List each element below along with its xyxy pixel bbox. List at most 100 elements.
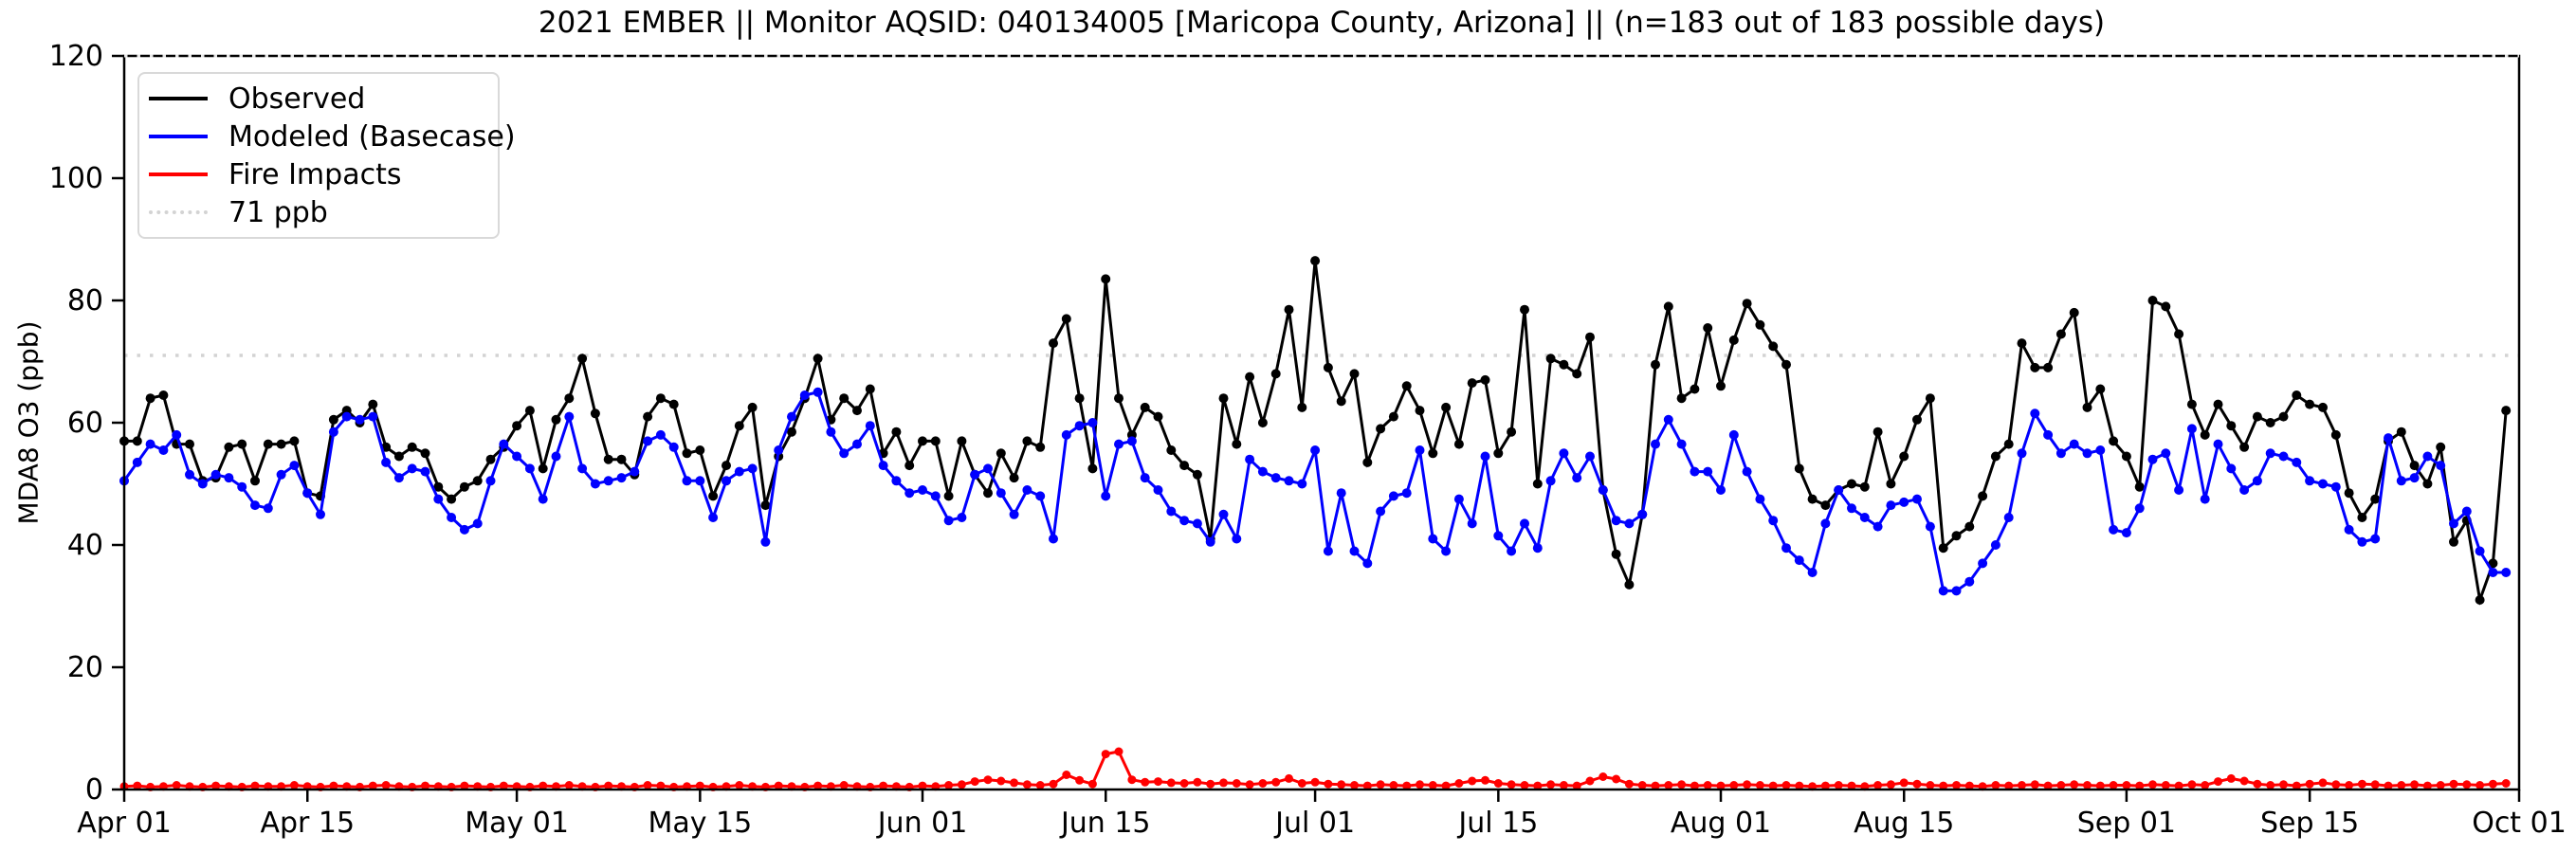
observed-series-marker xyxy=(983,488,993,499)
modeled-series-marker xyxy=(1126,436,1137,446)
modeled-series-marker xyxy=(2030,408,2040,419)
fire-impacts-series-marker xyxy=(918,781,927,790)
observed-series-marker xyxy=(1376,424,1386,434)
fire-impacts-series-marker xyxy=(1493,779,1503,788)
modeled-series-marker xyxy=(2174,485,2184,495)
legend-label-modeled: Modeled (Basecase) xyxy=(228,119,516,154)
modeled-series-marker xyxy=(1585,451,1595,462)
observed-series-marker xyxy=(1676,393,1687,404)
modeled-series-marker xyxy=(132,457,142,467)
x-tick-label: Aug 15 xyxy=(1854,807,1954,840)
modeled-series-marker xyxy=(1441,546,1452,556)
observed-series-marker xyxy=(1520,304,1529,315)
fire-impacts-series-marker xyxy=(329,781,338,790)
modeled-series-marker xyxy=(878,461,888,471)
observed-series-marker xyxy=(668,399,679,409)
modeled-series-marker xyxy=(2252,476,2262,486)
modeled-series-marker xyxy=(524,463,535,474)
y-tick-label: 100 xyxy=(49,162,103,195)
modeled-series-marker xyxy=(2449,518,2458,529)
observed-series-line xyxy=(124,260,2508,606)
observed-series-marker xyxy=(1716,381,1726,391)
fire-impacts-series-marker xyxy=(1022,780,1032,789)
modeled-series-marker xyxy=(1297,479,1307,489)
fire-impacts-series-marker xyxy=(1743,780,1752,789)
fire-impacts-series-marker xyxy=(1114,747,1124,756)
modeled-series-marker xyxy=(1480,451,1490,462)
legend-item-threshold: 71 ppb xyxy=(139,193,498,231)
threshold-line-sample-icon xyxy=(149,210,208,214)
observed-series-marker xyxy=(2055,329,2066,339)
fire-impacts-series-marker xyxy=(1507,780,1516,789)
modeled-series-marker xyxy=(485,476,496,486)
observed-series-marker xyxy=(1859,481,1870,492)
observed-series-marker xyxy=(1781,359,1791,370)
observed-series-marker xyxy=(1035,442,1046,452)
modeled-series-marker xyxy=(760,536,771,547)
observed-series-marker xyxy=(1336,396,1346,407)
observed-series-marker xyxy=(1755,319,1765,330)
modeled-series-marker xyxy=(1768,516,1779,526)
observed-series-marker xyxy=(1794,463,1804,474)
observed-series xyxy=(119,256,2512,606)
modeled-series-marker xyxy=(734,466,744,477)
observed-series-marker xyxy=(1388,411,1398,422)
observed-series-marker xyxy=(289,436,300,446)
modeled-line-sample-icon xyxy=(149,135,208,138)
fire-impacts-series-marker xyxy=(1062,771,1071,779)
fire-impacts-series-marker xyxy=(1337,780,1346,789)
modeled-series-marker xyxy=(1257,466,1268,477)
modeled-series-marker xyxy=(2213,439,2223,449)
modeled-series-marker xyxy=(2436,461,2446,471)
observed-series-marker xyxy=(1009,473,1019,483)
fire-impacts-series-marker xyxy=(1402,781,1412,790)
fire-impacts-series-marker xyxy=(2148,780,2157,789)
modeled-series-marker xyxy=(826,426,836,437)
modeled-series xyxy=(119,387,2512,596)
modeled-series-marker xyxy=(1807,568,1818,577)
modeled-series-marker xyxy=(1742,466,1752,477)
fire-impacts-series-marker xyxy=(1899,778,1909,788)
y-tick-label: 40 xyxy=(67,529,103,562)
modeled-series-marker xyxy=(1964,576,1975,587)
observed-series-marker xyxy=(616,454,627,464)
observed-series-marker xyxy=(760,500,771,511)
observed-series-marker xyxy=(1049,338,1058,349)
legend-label-threshold: 71 ppb xyxy=(228,195,328,229)
fire-impacts-series-marker xyxy=(289,781,299,789)
fire-impacts-series-marker xyxy=(1389,781,1398,789)
modeled-series-marker xyxy=(1663,414,1673,425)
fire-impacts-series-marker xyxy=(1939,781,1948,790)
fire-impacts-series-marker xyxy=(1703,781,1712,789)
modeled-series-marker xyxy=(852,439,862,449)
modeled-series-marker xyxy=(1507,546,1517,556)
modeled-series-marker xyxy=(341,411,352,422)
fire-impacts-series-marker xyxy=(944,781,954,789)
observed-series-marker xyxy=(1415,406,1425,416)
observed-series-marker xyxy=(1061,314,1071,324)
fire-impacts-series-marker xyxy=(2410,780,2420,789)
modeled-series-marker xyxy=(2409,473,2420,483)
observed-series-marker xyxy=(1192,469,1202,480)
modeled-series-marker xyxy=(695,476,705,486)
fire-impacts-series-marker xyxy=(1154,777,1162,787)
modeled-series-marker xyxy=(1114,439,1124,449)
fire-impacts-series-marker xyxy=(604,781,613,790)
observed-series-marker xyxy=(891,426,902,437)
fire-impacts-series-marker xyxy=(1075,775,1085,785)
fire-impacts-series-marker xyxy=(1285,773,1293,783)
fire-impacts-series-marker xyxy=(2384,781,2393,790)
observed-series-marker xyxy=(1912,414,1922,425)
fire-impacts-series-marker xyxy=(1179,779,1189,788)
y-tick-label: 60 xyxy=(67,407,103,440)
observed-series-marker xyxy=(2109,436,2119,446)
fire-impacts-series-marker xyxy=(133,781,142,790)
observed-series-marker xyxy=(2200,429,2210,440)
observed-series-marker xyxy=(1074,393,1085,404)
modeled-series-marker xyxy=(2357,536,2367,547)
observed-series-marker xyxy=(1166,445,1177,455)
modeled-series-marker xyxy=(1323,546,1333,556)
observed-series-marker xyxy=(2488,558,2498,569)
observed-series-marker xyxy=(708,491,719,501)
x-tick-label: Sep 15 xyxy=(2260,807,2359,840)
